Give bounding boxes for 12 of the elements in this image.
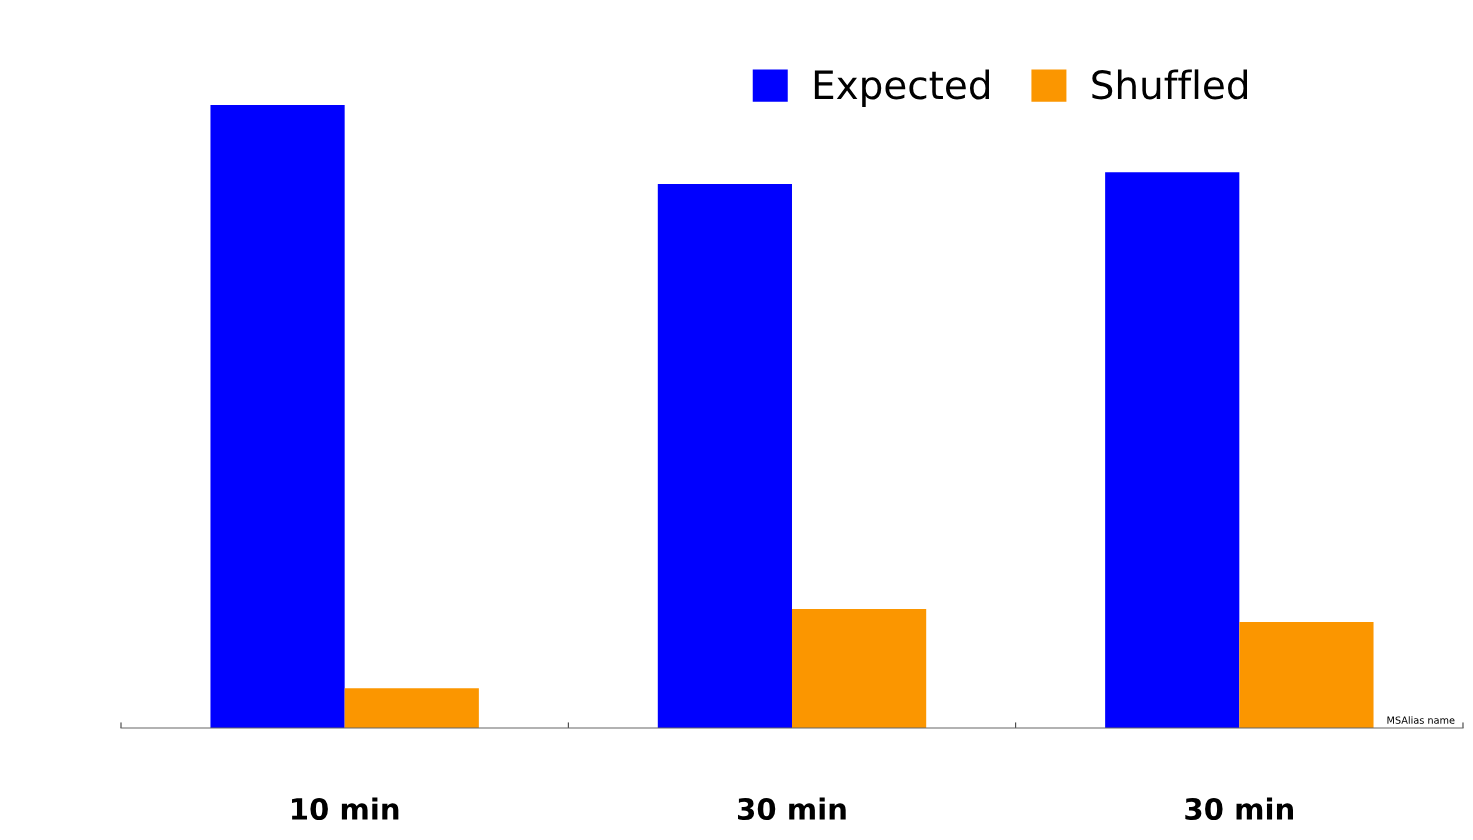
x-tick-label: 30 min (738, 797, 846, 821)
bar (344, 688, 479, 728)
legend-label: Expected (814, 69, 989, 108)
bar (1239, 622, 1374, 728)
bar (657, 184, 792, 728)
bar (210, 105, 345, 728)
bar (792, 609, 927, 728)
x-tick-label: 10 min (292, 797, 399, 821)
bar (1105, 172, 1240, 728)
annotation: MSAlias name (1387, 716, 1455, 724)
x-tick-label: 30 min (1185, 797, 1293, 821)
legend-label: Shuffled (1092, 69, 1247, 100)
